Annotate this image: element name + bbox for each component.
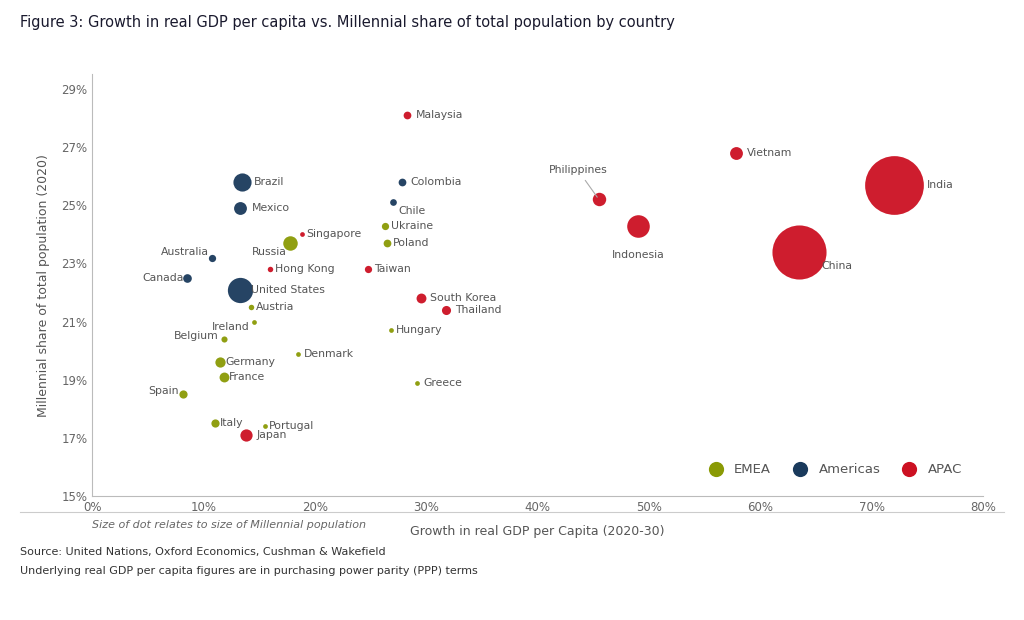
Text: India: India <box>928 180 954 190</box>
Point <box>360 264 377 274</box>
Point <box>438 305 455 315</box>
Point <box>728 148 744 158</box>
Text: Size of dot relates to size of Millennial population: Size of dot relates to size of Millennia… <box>92 520 367 530</box>
Point <box>246 317 262 327</box>
Text: Hong Kong: Hong Kong <box>274 264 335 274</box>
Text: Vietnam: Vietnam <box>746 148 793 158</box>
Text: Source: United Nations, Oxford Economics, Cushman & Wakefield: Source: United Nations, Oxford Economics… <box>20 547 386 557</box>
Text: Indonesia: Indonesia <box>611 250 665 260</box>
Point <box>234 177 251 187</box>
Text: Portugal: Portugal <box>269 421 314 432</box>
Text: Denmark: Denmark <box>304 348 354 358</box>
Text: Malaysia: Malaysia <box>416 110 464 120</box>
Point <box>792 247 808 257</box>
Text: Thailand: Thailand <box>456 305 502 315</box>
Text: Japan: Japan <box>257 430 288 440</box>
Text: China: China <box>821 261 853 272</box>
Text: Austria: Austria <box>256 302 294 312</box>
Text: Singapore: Singapore <box>306 229 361 239</box>
Point <box>175 389 191 399</box>
Point <box>377 221 393 231</box>
Text: Figure 3: Growth in real GDP per capita vs. Millennial share of total population: Figure 3: Growth in real GDP per capita … <box>20 16 676 30</box>
Text: United States: United States <box>252 285 326 294</box>
Text: Spain: Spain <box>148 386 179 396</box>
Point <box>215 334 231 344</box>
Text: Greece: Greece <box>423 378 462 388</box>
Point <box>382 326 398 335</box>
Text: Philippines: Philippines <box>549 166 607 197</box>
Point <box>238 430 254 440</box>
Point <box>215 372 231 382</box>
Text: South Korea: South Korea <box>430 293 496 303</box>
Point <box>207 418 223 428</box>
Point <box>232 285 249 294</box>
Point <box>413 293 429 303</box>
Text: Australia: Australia <box>161 247 209 257</box>
Point <box>393 177 410 187</box>
Y-axis label: Millennial share of total population (2020): Millennial share of total population (20… <box>37 154 50 417</box>
Point <box>262 264 279 274</box>
Point <box>204 252 220 262</box>
Point <box>399 110 416 120</box>
Point <box>379 238 395 248</box>
X-axis label: Growth in real GDP per Capita (2020-30): Growth in real GDP per Capita (2020-30) <box>411 525 665 538</box>
Text: Chile: Chile <box>398 206 426 216</box>
Point <box>244 302 260 312</box>
Point <box>886 180 902 190</box>
Text: Ukraine: Ukraine <box>390 221 433 231</box>
Text: Belgium: Belgium <box>174 331 219 341</box>
Text: Brazil: Brazil <box>254 177 284 187</box>
Text: Underlying real GDP per capita figures are in purchasing power parity (PPP) term: Underlying real GDP per capita figures a… <box>20 565 478 575</box>
Point <box>591 195 607 205</box>
Text: Hungary: Hungary <box>396 326 442 335</box>
Text: France: France <box>229 372 265 382</box>
Text: Germany: Germany <box>225 357 275 367</box>
Text: Canada: Canada <box>142 273 183 283</box>
Point <box>257 421 273 431</box>
Text: Taiwan: Taiwan <box>374 264 411 274</box>
Point <box>283 238 299 248</box>
Text: Poland: Poland <box>393 238 429 248</box>
Text: Italy: Italy <box>220 418 244 428</box>
Point <box>178 273 195 283</box>
Text: Colombia: Colombia <box>411 177 462 187</box>
Point <box>293 229 309 239</box>
Point <box>232 203 249 213</box>
Text: Mexico: Mexico <box>252 203 290 213</box>
Legend: EMEA, Americas, APAC: EMEA, Americas, APAC <box>697 458 968 481</box>
Point <box>385 197 401 207</box>
Point <box>212 357 228 367</box>
Text: Russia: Russia <box>252 247 287 257</box>
Point <box>410 378 426 388</box>
Text: Ireland: Ireland <box>211 322 249 332</box>
Point <box>630 221 646 231</box>
Point <box>290 348 306 358</box>
